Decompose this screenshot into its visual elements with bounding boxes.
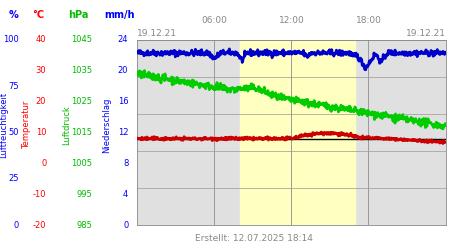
Text: 4: 4 <box>123 190 128 199</box>
Text: Erstellt: 12.07.2025 18:14: Erstellt: 12.07.2025 18:14 <box>195 234 313 243</box>
Text: 24: 24 <box>118 36 128 44</box>
Text: mm/h: mm/h <box>104 10 135 20</box>
Text: 50: 50 <box>9 128 19 137</box>
Text: Luftfeuchtigkeit: Luftfeuchtigkeit <box>0 92 8 158</box>
Text: 985: 985 <box>76 220 92 230</box>
Text: 1035: 1035 <box>71 66 92 75</box>
Text: 1025: 1025 <box>71 97 92 106</box>
Text: 1015: 1015 <box>71 128 92 137</box>
Text: 40: 40 <box>36 36 46 44</box>
Text: 19.12.21: 19.12.21 <box>137 28 177 38</box>
Text: 20: 20 <box>118 66 128 75</box>
Text: 75: 75 <box>8 82 19 91</box>
Text: hPa: hPa <box>68 10 89 20</box>
Text: Niederschlag: Niederschlag <box>103 97 112 153</box>
Text: Temperatur: Temperatur <box>22 101 31 149</box>
Text: 25: 25 <box>9 174 19 183</box>
Text: 20: 20 <box>36 97 46 106</box>
Text: 18:00: 18:00 <box>356 16 382 25</box>
Text: 10: 10 <box>36 128 46 137</box>
Text: 19.12.21: 19.12.21 <box>405 28 446 38</box>
Text: °C: °C <box>32 10 44 20</box>
Text: 1005: 1005 <box>71 159 92 168</box>
Text: 0: 0 <box>123 220 128 230</box>
Text: 1045: 1045 <box>71 36 92 44</box>
Text: 995: 995 <box>76 190 92 199</box>
Text: 12:00: 12:00 <box>279 16 304 25</box>
Bar <box>240 40 356 225</box>
Text: -10: -10 <box>33 190 46 199</box>
Text: -20: -20 <box>33 220 46 230</box>
Text: 0: 0 <box>14 220 19 230</box>
Text: 30: 30 <box>36 66 46 75</box>
Text: 0: 0 <box>41 159 46 168</box>
Text: 16: 16 <box>117 97 128 106</box>
Text: 12: 12 <box>118 128 128 137</box>
Text: Luftdruck: Luftdruck <box>62 105 71 145</box>
Text: 06:00: 06:00 <box>202 16 227 25</box>
Text: 8: 8 <box>123 159 128 168</box>
Text: 100: 100 <box>3 36 19 44</box>
Text: %: % <box>9 10 18 20</box>
